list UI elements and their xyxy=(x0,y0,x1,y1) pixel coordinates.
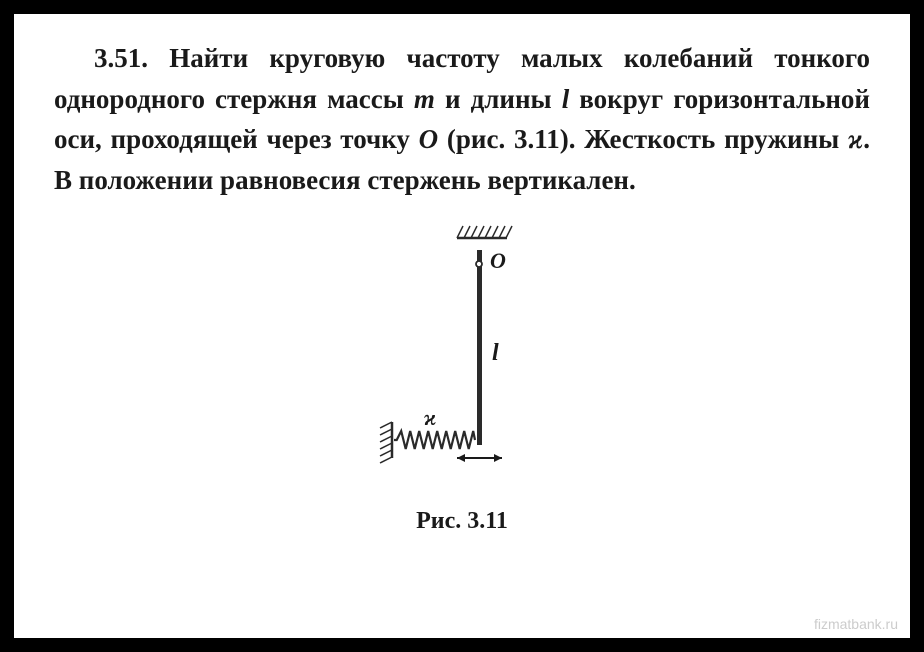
text-4: (рис. 3.11). Жесткость пружины xyxy=(438,124,848,154)
page-container: 3.51. Найти круговую частоту малых колеб… xyxy=(14,14,910,638)
problem-number: 3.51. xyxy=(54,43,148,73)
point-var: O xyxy=(419,124,439,154)
mass-var: m xyxy=(414,84,435,114)
spring-var: ϰ xyxy=(848,124,863,154)
text-2: и длины xyxy=(435,84,562,114)
watermark: fizmatbank.ru xyxy=(814,616,898,632)
physics-diagram: Ol ϰ xyxy=(362,220,562,500)
svg-text:ϰ: ϰ xyxy=(424,405,436,430)
problem-text: 3.51. Найти круговую частоту малых колеб… xyxy=(54,38,870,200)
figure-caption: Рис. 3.11 xyxy=(54,508,870,535)
svg-text:O: O xyxy=(490,248,506,273)
svg-text:l: l xyxy=(492,340,499,366)
figure-container: Ol ϰ xyxy=(54,220,870,500)
